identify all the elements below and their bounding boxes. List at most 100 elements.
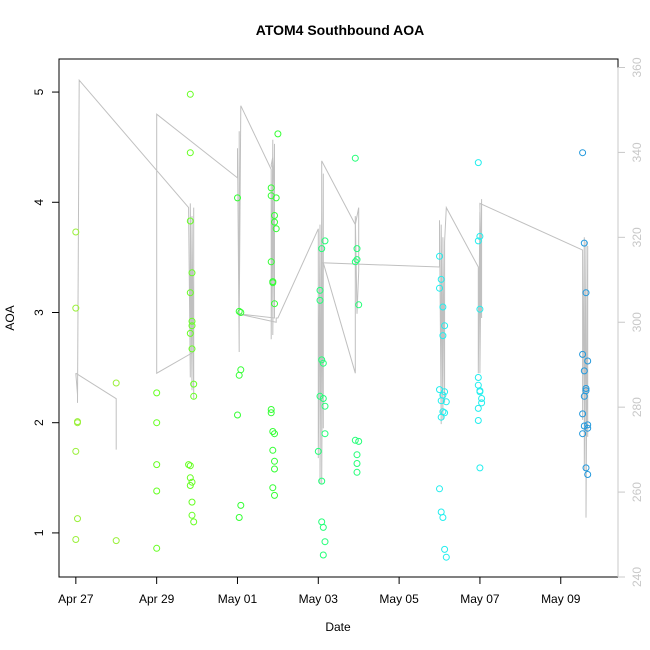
data-point xyxy=(153,487,161,495)
data-point xyxy=(474,237,482,245)
data-point xyxy=(579,410,587,418)
data-point xyxy=(439,514,447,521)
data-point xyxy=(436,284,443,292)
data-point xyxy=(235,307,243,315)
data-point xyxy=(269,484,277,492)
data-point xyxy=(234,194,241,202)
data-point xyxy=(235,371,243,379)
data-point xyxy=(582,385,590,392)
data-point xyxy=(271,457,278,465)
data-point xyxy=(580,367,588,375)
y-tick-label: 4 xyxy=(32,199,46,206)
data-point xyxy=(319,359,327,367)
x-tick-label: May 05 xyxy=(379,592,419,606)
data-point xyxy=(188,478,196,486)
data-point xyxy=(584,424,592,432)
data-point xyxy=(442,553,450,561)
data-point xyxy=(269,428,277,435)
data-point xyxy=(74,419,81,427)
data-point xyxy=(188,317,196,325)
data-point xyxy=(267,409,275,417)
data-point xyxy=(351,436,359,444)
x-axis-label: Date xyxy=(325,620,351,634)
data-point xyxy=(72,536,80,543)
data-point xyxy=(582,464,590,472)
data-point xyxy=(186,149,194,157)
data-point xyxy=(186,482,194,489)
x-tick-label: Apr 29 xyxy=(139,592,175,606)
data-point xyxy=(188,269,196,277)
data-point xyxy=(437,413,445,421)
y2-tick-label: 280 xyxy=(630,397,644,417)
data-point xyxy=(442,398,450,406)
data-point xyxy=(272,194,280,202)
y-axis: 1 2 3 4 5 xyxy=(32,88,60,536)
data-point xyxy=(441,322,449,330)
data-point xyxy=(269,279,277,287)
data-point xyxy=(112,537,120,545)
data-point xyxy=(474,159,482,167)
point-group xyxy=(314,154,363,559)
point-group xyxy=(153,90,198,552)
data-point xyxy=(271,212,278,219)
y2-tick-label: 260 xyxy=(630,482,644,502)
data-point xyxy=(353,245,361,253)
data-point xyxy=(319,523,327,531)
data-point xyxy=(190,380,198,388)
data-point xyxy=(476,388,484,396)
data-point xyxy=(441,545,449,553)
data-point xyxy=(188,322,196,330)
data-point xyxy=(112,379,120,387)
point-group xyxy=(579,149,592,478)
y2-tick-label: 300 xyxy=(630,312,644,332)
data-point xyxy=(190,518,198,526)
plot-frame xyxy=(58,58,619,578)
aoa-trace-layer xyxy=(75,78,589,518)
data-point xyxy=(318,356,326,364)
x-tick-label: May 03 xyxy=(299,592,339,606)
data-point xyxy=(274,130,282,138)
data-point xyxy=(190,392,198,400)
y-tick-label: 5 xyxy=(32,88,46,95)
data-point xyxy=(185,461,193,469)
data-point xyxy=(579,430,587,438)
data-point xyxy=(237,501,245,509)
data-point xyxy=(271,300,278,308)
data-point xyxy=(476,305,484,313)
data-point xyxy=(188,511,196,519)
data-point xyxy=(153,419,161,427)
y-tick-label: 2 xyxy=(32,419,46,426)
data-point xyxy=(271,491,278,499)
data-point xyxy=(478,399,486,407)
data-point xyxy=(186,329,194,337)
data-point xyxy=(353,460,361,467)
x-tick-label: May 09 xyxy=(541,592,581,606)
data-point xyxy=(319,395,327,402)
data-point xyxy=(321,538,329,546)
data-points-layer xyxy=(72,90,592,561)
data-point xyxy=(436,485,443,493)
y-tick-label: 1 xyxy=(32,529,46,536)
point-group xyxy=(234,130,282,521)
data-point xyxy=(267,406,275,413)
data-point xyxy=(319,551,327,559)
data-point xyxy=(441,388,449,396)
data-point xyxy=(579,350,587,358)
data-point xyxy=(584,471,592,478)
data-point xyxy=(355,301,363,309)
data-point xyxy=(72,304,80,312)
y-axis-label: AOA xyxy=(3,305,17,330)
data-point xyxy=(153,389,161,397)
chart-title: ATOM4 Southbound AOA xyxy=(256,22,425,38)
data-point xyxy=(271,465,278,473)
y2-tick-label: 240 xyxy=(630,567,644,587)
data-point xyxy=(72,228,80,236)
data-point xyxy=(580,392,588,400)
data-point xyxy=(74,515,81,523)
data-point xyxy=(318,477,326,485)
y2-tick-label: 340 xyxy=(630,142,644,162)
data-point xyxy=(584,357,592,365)
data-point xyxy=(186,462,194,470)
